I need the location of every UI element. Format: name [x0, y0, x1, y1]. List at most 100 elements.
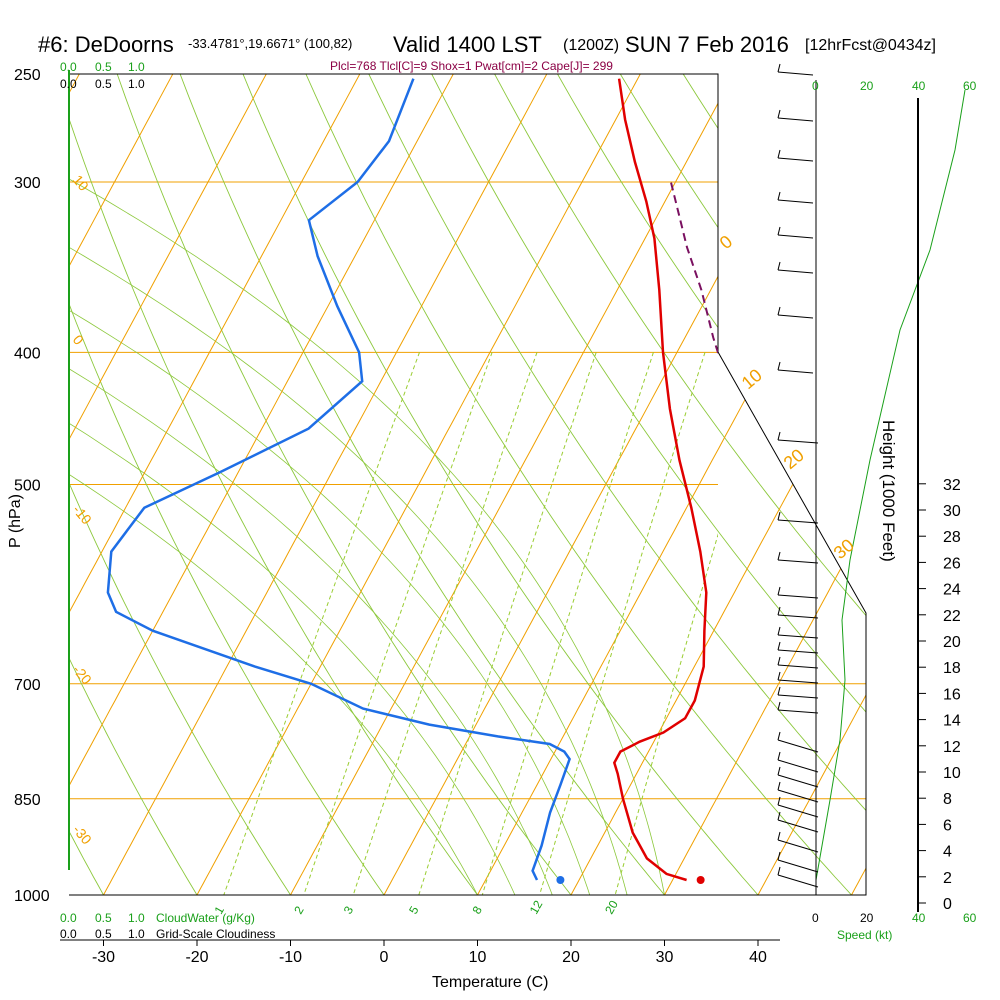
wind-barb-flag	[777, 63, 781, 73]
dry-adiabat-line	[69, 74, 291, 895]
zulu-text: (1200Z)	[563, 37, 619, 54]
wind-barb	[777, 759, 819, 773]
isotherms	[69, 74, 866, 895]
dry-adiabat-line	[305, 74, 852, 895]
isotherm-label: 0	[716, 231, 737, 253]
mixing-ratio-label: 20	[602, 898, 621, 917]
wind-barb-flag	[777, 149, 781, 159]
isotherm-line	[290, 74, 735, 895]
wind-barb	[777, 314, 814, 319]
wind-barb-flag	[777, 656, 781, 666]
dry-adiabat-line	[745, 74, 866, 895]
height-tick-label: 16	[943, 686, 961, 703]
wind-barb-flag	[777, 626, 781, 636]
isotherm-label: -10	[70, 502, 95, 528]
height-tick-label: 10	[943, 765, 961, 782]
isotherm-line	[383, 74, 828, 895]
speed-top-tick: 0	[812, 79, 819, 93]
wind-barb-flag	[777, 606, 781, 616]
speed-bottom-tick: 40	[912, 911, 926, 925]
wind-barb	[777, 859, 819, 873]
wind-barb	[777, 804, 819, 818]
temp-tick-label: -10	[279, 949, 302, 966]
wind-barb	[777, 369, 814, 374]
mixing-ratio-line	[223, 352, 420, 895]
height-tick-label: 12	[943, 739, 961, 756]
wind-barb	[777, 71, 814, 76]
cloudiness-top-tick: 0.5	[95, 77, 112, 91]
height-tick-label: 28	[943, 529, 961, 546]
wind-barb	[777, 199, 814, 204]
isotherm-line	[196, 74, 641, 895]
wind-barb-flag	[777, 551, 781, 561]
cloudiness-bottom-tick: 1.0	[128, 927, 145, 941]
station-title: #6: DeDoorns	[38, 32, 174, 57]
speed-top-tick: 20	[860, 79, 874, 93]
speed-bottom-tick: 0	[812, 911, 819, 925]
pressure-tick-label: 1000	[14, 888, 50, 905]
dry-adiabat-line	[179, 74, 665, 895]
cloudwater-bottom-tick: 1.0	[128, 911, 145, 925]
wind-barb-flag	[777, 641, 781, 651]
wind-barb	[777, 519, 819, 524]
pressure-tick-label: 500	[14, 478, 41, 495]
speed-top-tick: 60	[963, 79, 977, 93]
mixing-ratio-lines	[223, 352, 718, 895]
wind-barb	[777, 559, 819, 564]
wind-barb	[777, 117, 814, 122]
isotherm-line	[757, 74, 866, 895]
wind-barb-flag	[777, 261, 781, 271]
speed-label: Speed (kt)	[837, 928, 892, 942]
height-tick-label: 26	[943, 555, 961, 572]
mixing-ratio-line	[539, 352, 706, 895]
wind-barb	[777, 634, 819, 639]
wind-barb	[777, 157, 814, 162]
forecast-text: [12hrFcst@0434z]	[805, 37, 936, 54]
wind-barb	[777, 709, 819, 714]
temp-tick-label: 30	[656, 949, 674, 966]
wind-barb	[777, 664, 819, 669]
dry-adiabat-line	[557, 74, 866, 895]
cloudiness-top-tick: 1.0	[128, 77, 145, 91]
height-tick-label: 32	[943, 477, 961, 494]
wind-barb	[777, 739, 819, 753]
temp-tick-label: -20	[185, 949, 208, 966]
wind-barb-flag	[777, 831, 781, 841]
isotherm-line	[664, 74, 866, 895]
pressure-tick-label: 250	[14, 67, 41, 84]
wind-barb-flag	[777, 701, 781, 711]
cloudwater-top-tick: 1.0	[128, 60, 145, 74]
temp-tick-label: 40	[749, 949, 767, 966]
x-axis-label: Temperature (C)	[432, 974, 548, 991]
moist-adiabat-line	[69, 74, 478, 895]
cloudwater-label: CloudWater (g/Kg)	[156, 911, 255, 925]
wind-barb-flag	[777, 586, 781, 596]
dry-adiabat-line	[494, 74, 866, 895]
isotherm-line	[570, 74, 866, 895]
isotherm-line	[69, 74, 454, 895]
params-text: Plcl=768 Tlcl[C]=9 Shox=1 Pwat[cm]=2 Cap…	[330, 59, 613, 73]
wind-barb-flag	[777, 731, 781, 741]
temp-tick-label: 10	[469, 949, 487, 966]
height-tick-label: 0	[943, 896, 952, 913]
wind-barb-flag	[777, 686, 781, 696]
mixing-ratio-label: 8	[469, 903, 485, 916]
height-tick-label: 14	[943, 713, 961, 730]
dry-adiabat-line	[69, 74, 198, 895]
wind-barb	[777, 234, 814, 239]
pressure-tick-label: 850	[14, 792, 41, 809]
temp-tick-label: 0	[380, 949, 389, 966]
coords-text: -33.4781°,19.6671° (100,82)	[188, 36, 352, 51]
wind-barb	[777, 874, 819, 888]
wind-barb-flag	[777, 811, 781, 821]
dry-adiabat-line	[808, 74, 866, 895]
temp-tick-label: -30	[92, 949, 115, 966]
isotherm-line	[103, 74, 548, 895]
cloudwater-bottom-tick: 0.5	[95, 911, 112, 925]
height-axis-label: Height (1000 Feet)	[879, 420, 898, 562]
wind-barb	[777, 819, 819, 833]
cloudiness-label: Grid-Scale Cloudiness	[156, 927, 275, 941]
